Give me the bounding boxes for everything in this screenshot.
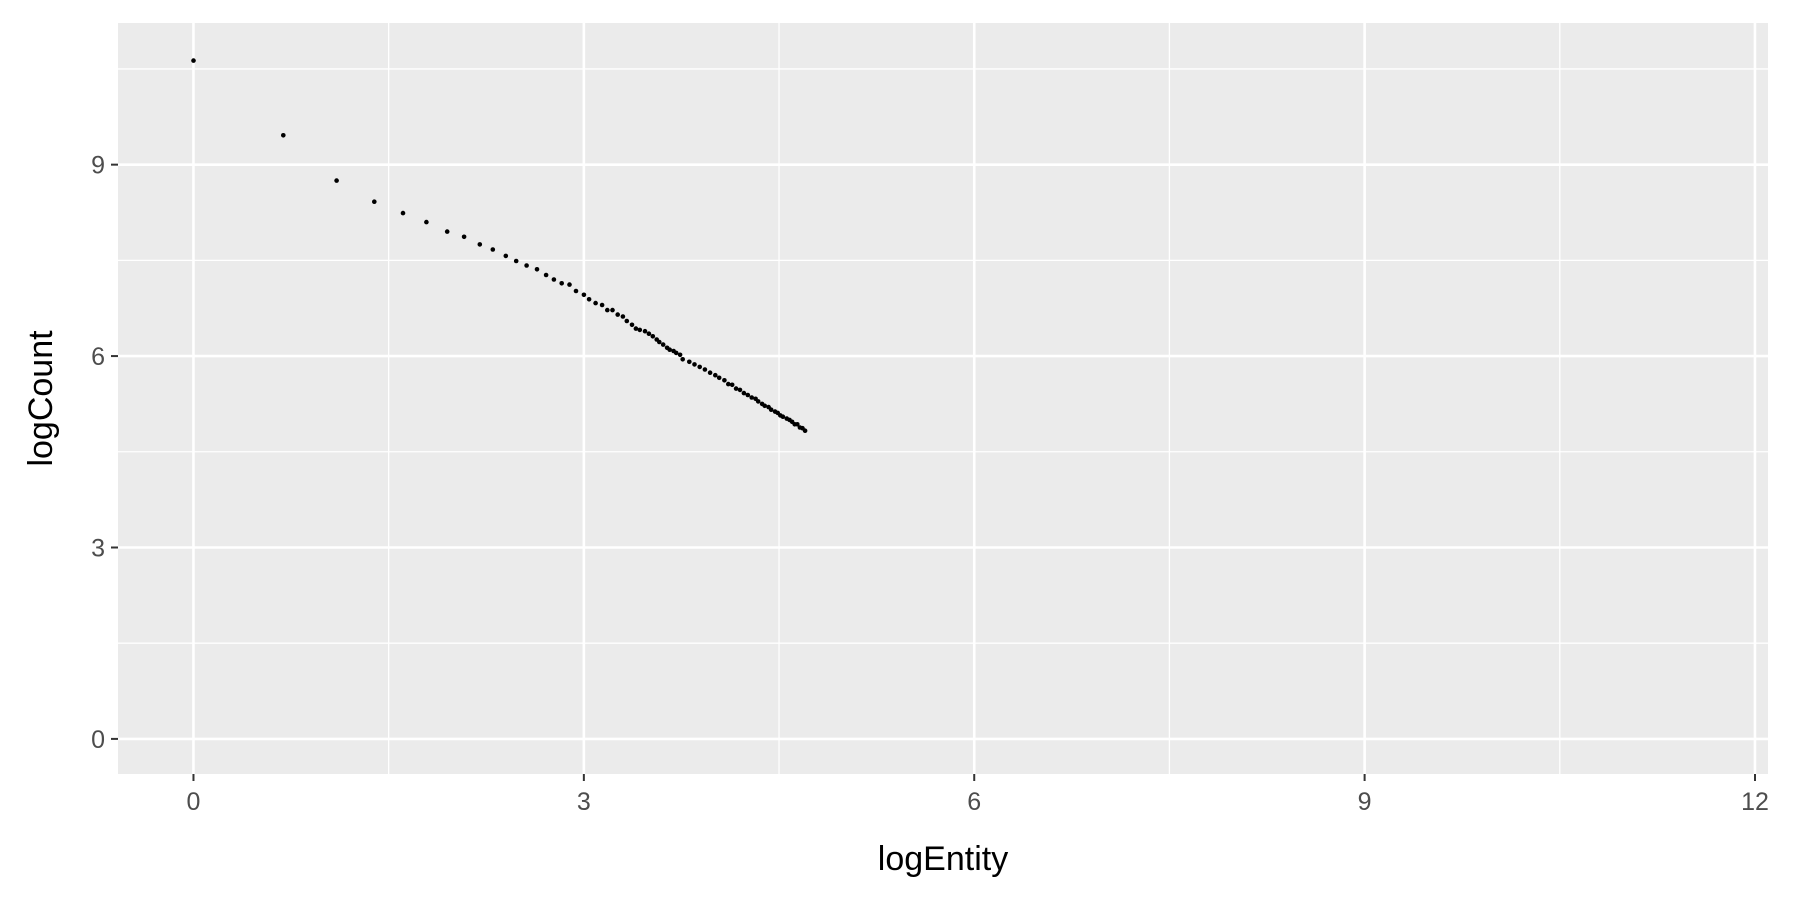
data-point bbox=[673, 350, 679, 356]
data-point bbox=[524, 263, 529, 268]
data-point bbox=[726, 381, 731, 387]
y-tick-label: 3 bbox=[91, 534, 105, 562]
data-point bbox=[660, 342, 666, 347]
y-tick-label: 9 bbox=[91, 152, 105, 180]
x-tick-label: 12 bbox=[1741, 788, 1769, 816]
data-point bbox=[372, 199, 377, 204]
data-point bbox=[503, 253, 509, 259]
data-point bbox=[642, 328, 648, 334]
data-point bbox=[610, 307, 615, 313]
minor-gridlines bbox=[118, 23, 1768, 774]
data-point bbox=[586, 297, 592, 302]
x-axis: 0 3 6 9 12 bbox=[187, 774, 1769, 816]
data-point bbox=[620, 314, 626, 319]
data-point bbox=[687, 359, 692, 365]
data-point bbox=[599, 302, 605, 308]
data-point bbox=[615, 312, 620, 317]
data-point bbox=[573, 288, 579, 294]
data-point bbox=[543, 272, 549, 278]
data-point bbox=[741, 390, 747, 396]
data-point bbox=[650, 334, 656, 339]
data-point bbox=[633, 326, 639, 331]
data-point bbox=[802, 428, 808, 434]
data-point bbox=[677, 352, 683, 358]
data-point bbox=[477, 242, 483, 247]
data-point bbox=[490, 247, 496, 252]
data-point bbox=[729, 382, 735, 388]
y-tick-label: 6 bbox=[91, 343, 105, 371]
data-point bbox=[722, 378, 727, 383]
data-point bbox=[281, 133, 286, 138]
data-point bbox=[551, 277, 557, 282]
x-tick-label: 3 bbox=[577, 788, 591, 816]
data-point bbox=[768, 407, 774, 413]
data-point bbox=[692, 362, 697, 367]
data-point bbox=[737, 387, 743, 393]
data-point bbox=[567, 282, 572, 287]
data-point bbox=[749, 395, 754, 400]
data-point bbox=[702, 367, 708, 372]
data-point bbox=[713, 372, 718, 378]
data-point bbox=[534, 267, 540, 272]
data-point bbox=[605, 307, 610, 313]
data-point bbox=[680, 357, 685, 362]
data-point bbox=[733, 386, 739, 391]
data-point bbox=[637, 327, 643, 333]
x-axis-title: logEntity bbox=[878, 840, 1008, 878]
y-axis-title: logCount bbox=[22, 330, 60, 467]
data-point bbox=[593, 300, 598, 306]
data-point bbox=[707, 370, 713, 376]
data-point bbox=[755, 399, 761, 404]
data-points bbox=[191, 58, 808, 434]
major-gridlines bbox=[118, 23, 1768, 774]
x-tick-label: 9 bbox=[1358, 788, 1372, 816]
data-point bbox=[424, 219, 429, 225]
data-point bbox=[461, 234, 467, 240]
data-point bbox=[629, 322, 635, 328]
data-point bbox=[624, 318, 630, 324]
data-point bbox=[716, 375, 722, 381]
data-point bbox=[667, 347, 672, 353]
y-tick-label: 0 bbox=[91, 726, 105, 754]
data-point bbox=[657, 339, 662, 345]
data-point bbox=[191, 58, 196, 63]
x-tick-label: 0 bbox=[187, 788, 201, 816]
data-point bbox=[780, 414, 786, 420]
x-tick-label: 6 bbox=[967, 788, 981, 816]
data-point bbox=[762, 403, 767, 409]
data-point bbox=[444, 229, 450, 234]
data-point bbox=[646, 331, 652, 337]
plot-panel bbox=[118, 23, 1768, 774]
data-point bbox=[795, 422, 800, 427]
data-point bbox=[513, 258, 519, 264]
data-point bbox=[334, 178, 339, 183]
data-point bbox=[400, 210, 406, 216]
data-point bbox=[559, 281, 564, 286]
data-point bbox=[745, 392, 751, 398]
data-point bbox=[697, 364, 702, 370]
data-point bbox=[581, 292, 587, 298]
y-axis: 0 3 6 9 bbox=[91, 152, 118, 754]
